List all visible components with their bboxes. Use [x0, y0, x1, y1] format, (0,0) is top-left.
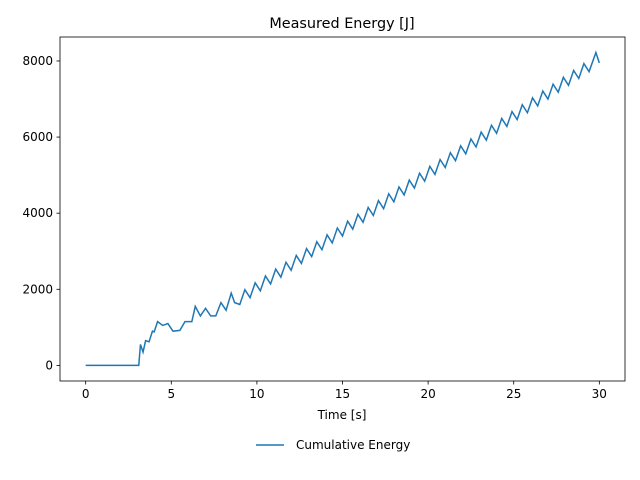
- data-line: [85, 50, 601, 367]
- x-tick-label: 20: [420, 387, 435, 401]
- y-tick-label: 2000: [22, 282, 53, 296]
- y-tick-label: 8000: [22, 54, 53, 68]
- x-tick-label: 5: [167, 387, 175, 401]
- y-tick-label: 4000: [22, 206, 53, 220]
- y-tick-label: 0: [45, 358, 53, 372]
- x-axis-label: Time [s]: [317, 408, 367, 422]
- chart-title: Measured Energy [J]: [269, 16, 414, 32]
- y-tick-label: 6000: [22, 130, 53, 144]
- x-tick-label: 25: [506, 387, 521, 401]
- x-tick-label: 10: [249, 387, 264, 401]
- x-tick-label: 30: [592, 387, 607, 401]
- axes-frame: [59, 36, 626, 382]
- x-tick-label: 15: [335, 387, 350, 401]
- legend-label: Cumulative Energy: [296, 438, 410, 452]
- x-tick-label: 0: [82, 387, 90, 401]
